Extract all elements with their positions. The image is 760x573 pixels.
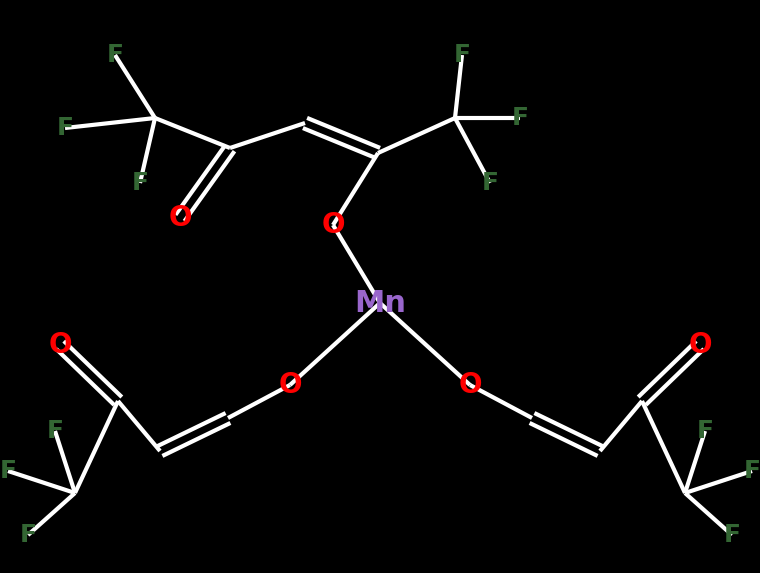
Text: O: O bbox=[168, 204, 192, 232]
Text: F: F bbox=[724, 523, 740, 547]
Text: O: O bbox=[278, 371, 302, 399]
Text: F: F bbox=[20, 523, 36, 547]
Text: F: F bbox=[56, 116, 74, 140]
Text: F: F bbox=[454, 43, 470, 67]
Text: O: O bbox=[321, 211, 345, 239]
Text: O: O bbox=[48, 331, 71, 359]
Text: Mn: Mn bbox=[354, 288, 406, 317]
Text: F: F bbox=[696, 419, 714, 443]
Text: F: F bbox=[0, 459, 17, 483]
Text: F: F bbox=[46, 419, 64, 443]
Text: F: F bbox=[482, 171, 499, 195]
Text: O: O bbox=[689, 331, 712, 359]
Text: F: F bbox=[106, 43, 124, 67]
Text: F: F bbox=[131, 171, 148, 195]
Text: O: O bbox=[458, 371, 482, 399]
Text: F: F bbox=[511, 106, 528, 130]
Text: F: F bbox=[743, 459, 760, 483]
